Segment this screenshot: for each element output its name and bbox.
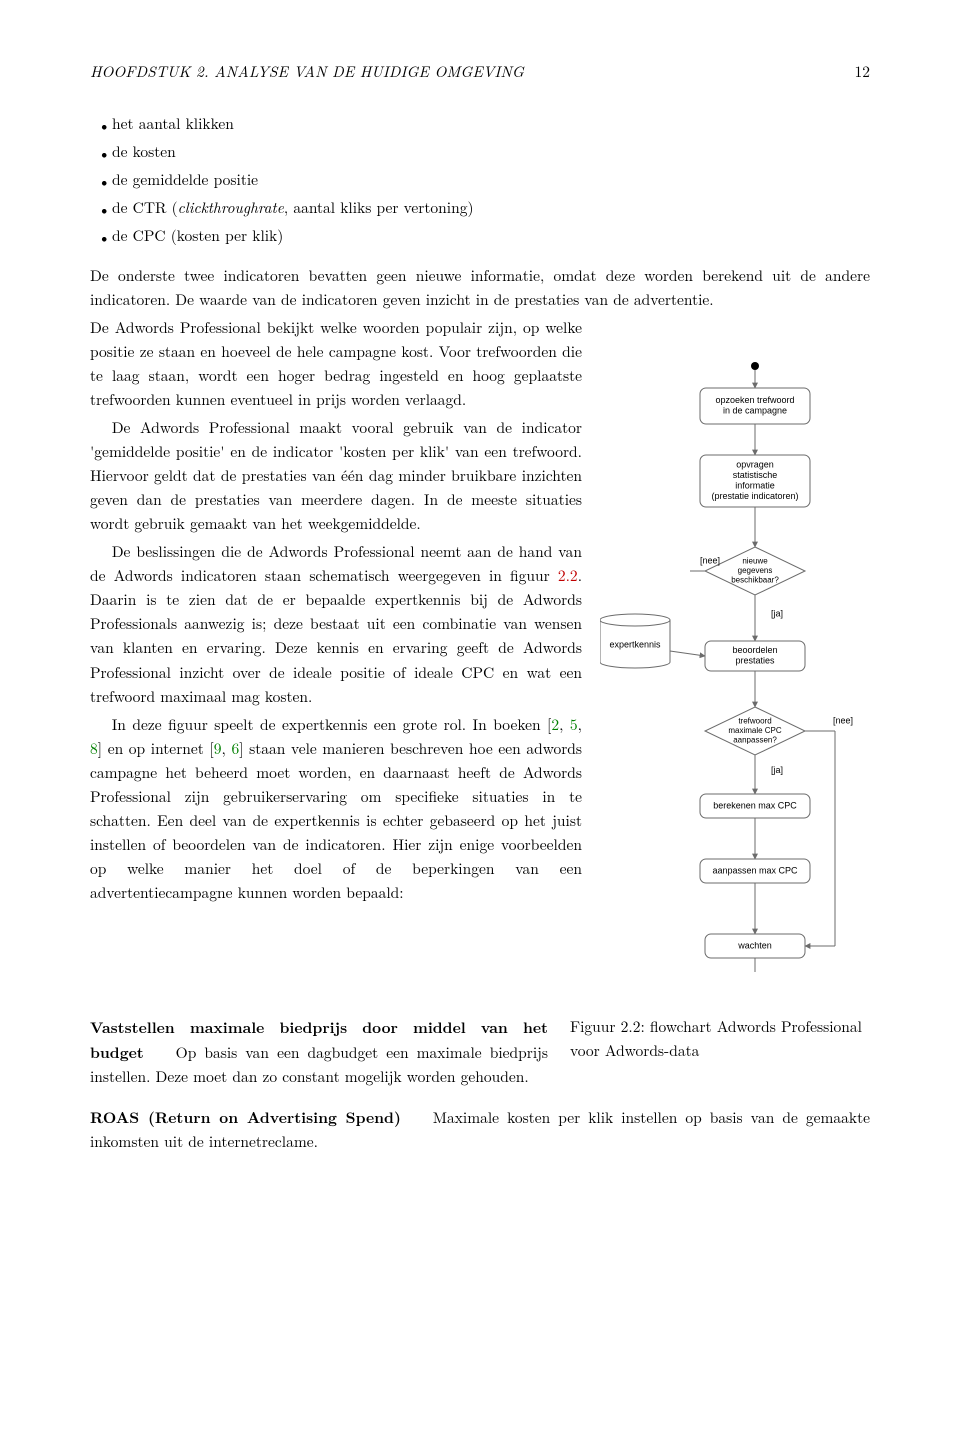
list-item: de CTR (clickthroughrate, aantal kliks p… bbox=[112, 196, 870, 222]
list-item: de gemiddelde positie bbox=[112, 168, 870, 194]
svg-text:informatie: informatie bbox=[735, 481, 775, 491]
svg-text:wachten: wachten bbox=[737, 941, 772, 951]
paragraph: De Adwords Professional maakt vooral geb… bbox=[90, 416, 582, 536]
svg-text:maximale CPC: maximale CPC bbox=[728, 726, 782, 735]
svg-text:[ja]: [ja] bbox=[771, 609, 783, 619]
svg-text:expertkennis: expertkennis bbox=[609, 640, 661, 650]
svg-text:beoordelen: beoordelen bbox=[732, 645, 777, 655]
page-number: 12 bbox=[854, 60, 870, 84]
bullet-list: het aantal klikken de kosten de gemiddel… bbox=[112, 112, 870, 250]
svg-text:nieuwe: nieuwe bbox=[742, 557, 768, 566]
svg-text:prestaties: prestaties bbox=[735, 656, 775, 666]
svg-text:berekenen max CPC: berekenen max CPC bbox=[713, 801, 797, 811]
paragraph: In deze figuur speelt de expertkennis ee… bbox=[90, 713, 582, 905]
svg-text:aanpassen max CPC: aanpassen max CPC bbox=[712, 866, 798, 876]
citation-link[interactable]: 2 bbox=[551, 714, 559, 735]
subsection: Vaststellen maximale biedprijs door midd… bbox=[90, 1015, 548, 1089]
svg-text:gegevens: gegevens bbox=[738, 566, 773, 575]
subsection: ROAS (Return on Advertising Spend) Maxim… bbox=[90, 1105, 870, 1154]
citation-link[interactable]: 5 bbox=[570, 714, 578, 735]
paragraph: De Adwords Professional bekijkt welke wo… bbox=[90, 316, 582, 412]
svg-text:in de campagne: in de campagne bbox=[723, 406, 787, 416]
list-item: de CPC (kosten per klik) bbox=[112, 224, 870, 250]
svg-text:aanpassen?: aanpassen? bbox=[733, 736, 777, 745]
svg-text:opzoeken trefwoord: opzoeken trefwoord bbox=[715, 395, 794, 405]
svg-text:opvragen: opvragen bbox=[736, 460, 774, 470]
svg-text:[ja]: [ja] bbox=[771, 765, 783, 775]
page-header: HOOFDSTUK 2. ANALYSE VAN DE HUIDIGE OMGE… bbox=[90, 60, 870, 84]
list-item: het aantal klikken bbox=[112, 112, 870, 138]
svg-text:[nee]: [nee] bbox=[833, 716, 853, 726]
svg-text:trefwoord: trefwoord bbox=[738, 717, 771, 726]
figure-ref-link[interactable]: 2.2 bbox=[558, 565, 578, 586]
svg-text:[nee]: [nee] bbox=[700, 556, 720, 566]
header-title: HOOFDSTUK 2. ANALYSE VAN DE HUIDIGE OMGE… bbox=[90, 60, 524, 84]
svg-text:statistische: statistische bbox=[733, 470, 778, 480]
bottom-left-column: Vaststellen maximale biedprijs door midd… bbox=[90, 1015, 548, 1089]
figure-caption: Figuur 2.2: flowchart Adwords Profession… bbox=[570, 1015, 870, 1089]
flowchart-diagram: opzoeken trefwoordin de campagne opvragen… bbox=[600, 346, 870, 986]
list-item: de kosten bbox=[112, 140, 870, 166]
citation-link[interactable]: 9 bbox=[214, 738, 222, 759]
figure-column: opzoeken trefwoordin de campagne opvragen… bbox=[600, 316, 870, 993]
citation-link[interactable]: 8 bbox=[90, 738, 98, 759]
runin-heading: ROAS (Return on Advertising Spend) bbox=[90, 1105, 401, 1128]
paragraph: De beslissingen die de Adwords Professio… bbox=[90, 540, 582, 708]
svg-text:beschikbaar?: beschikbaar? bbox=[731, 576, 779, 585]
svg-text:(prestatie indicatoren): (prestatie indicatoren) bbox=[711, 491, 798, 501]
intro-paragraph: De onderste twee indicatoren bevatten ge… bbox=[90, 264, 870, 312]
body-text-column: De Adwords Professional bekijkt welke wo… bbox=[90, 316, 582, 908]
